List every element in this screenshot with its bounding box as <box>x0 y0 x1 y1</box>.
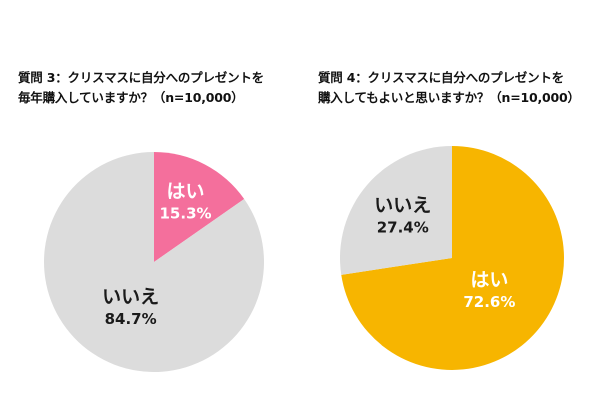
slice-label: はい 15.3% <box>160 181 212 223</box>
pie-chart: はい 72.6% いいえ 27.4% <box>340 146 564 370</box>
chart-q3: 質問 3：クリスマスに自分へのプレゼントを 毎年購入していますか？（n=10,0… <box>18 68 298 372</box>
slice-category-label: はい <box>167 181 205 203</box>
chart-title-line-2: 購入してもよいと思いますか？（n=10,000） <box>318 90 580 105</box>
pie-slice-yes <box>154 152 245 262</box>
slice-value-label: 72.6% <box>463 293 515 311</box>
chart-title-line-1: 質問 3：クリスマスに自分へのプレゼントを <box>18 70 264 85</box>
slice-label: いいえ 84.7% <box>102 286 159 328</box>
slice-category-label: いいえ <box>102 286 159 308</box>
slice-label: はい 72.6% <box>463 269 515 311</box>
pie-slice-no <box>340 146 452 275</box>
chart-title: 質問 4：クリスマスに自分へのプレゼントを 購入してもよいと思いますか？（n=1… <box>318 68 598 108</box>
chart-title: 質問 3：クリスマスに自分へのプレゼントを 毎年購入していますか？（n=10,0… <box>18 68 298 108</box>
slice-value-label: 15.3% <box>160 205 212 223</box>
slice-label: いいえ 27.4% <box>374 195 431 237</box>
pie-slice-yes <box>341 146 564 370</box>
slice-category-label: はい <box>470 269 508 291</box>
pie-slice-no <box>44 151 264 372</box>
slice-value-label: 27.4% <box>377 219 429 237</box>
slice-category-label: いいえ <box>374 195 431 217</box>
chart-q4: 質問 4：クリスマスに自分へのプレゼントを 購入してもよいと思いますか？（n=1… <box>300 0 600 400</box>
slice-value-label: 84.7% <box>105 310 157 328</box>
pie-chart: はい 15.3% いいえ 84.7% <box>44 151 264 372</box>
chart-title-line-2: 毎年購入していますか？（n=10,000） <box>18 90 244 105</box>
chart-title-line-1: 質問 4：クリスマスに自分へのプレゼントを <box>318 70 564 85</box>
